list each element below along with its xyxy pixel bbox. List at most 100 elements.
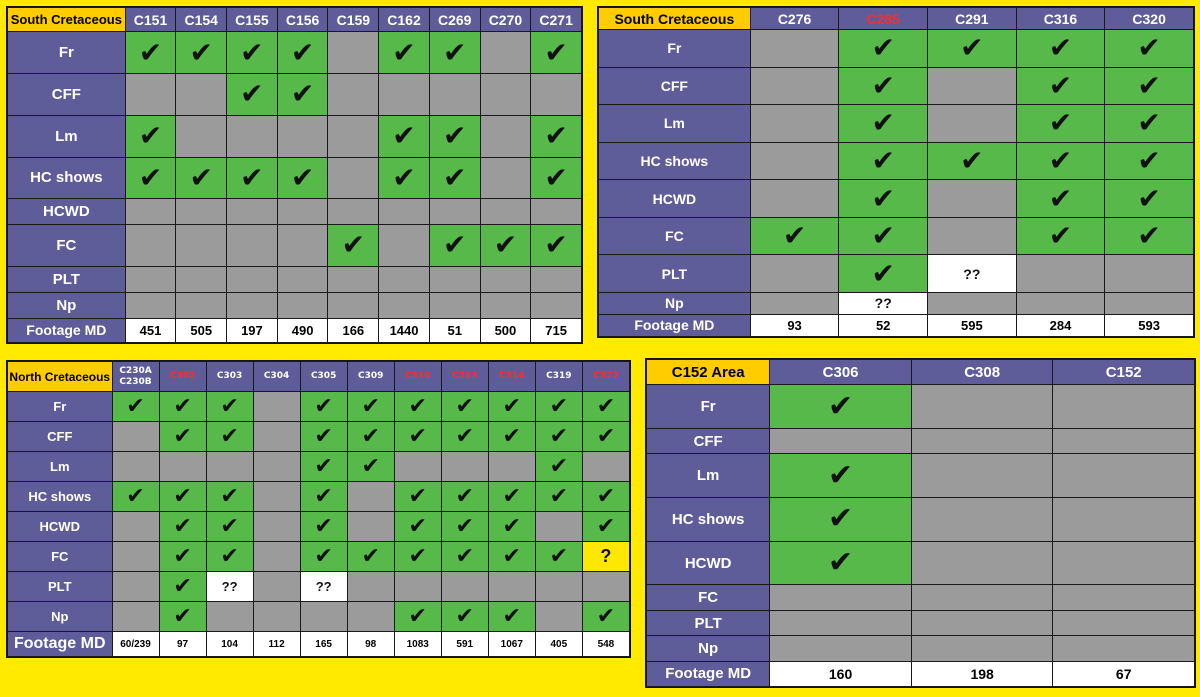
check-mark-icon: ✔ — [502, 513, 521, 539]
present-cell: ✔ — [1015, 104, 1106, 143]
row-label: CFF — [645, 428, 771, 455]
present-cell: ✔ — [440, 541, 489, 573]
present-cell: ✔ — [1104, 29, 1194, 68]
footage-value: 93 — [749, 313, 840, 338]
north-cretaceous-table: North Cretaceous C230A C230B C302 C303 C304 C… — [6, 360, 631, 658]
absent-cell — [487, 571, 536, 603]
well-column-header: C302 — [158, 360, 207, 393]
absent-cell — [910, 453, 1054, 499]
absent-cell — [428, 265, 481, 293]
row-label: Np — [7, 291, 126, 319]
absent-cell — [479, 265, 532, 293]
absent-cell — [252, 511, 301, 543]
check-mark-icon: ✔ — [502, 423, 521, 449]
absent-cell — [252, 451, 301, 483]
check-mark-icon: ✔ — [189, 35, 213, 69]
present-cell: ✔ — [1015, 141, 1106, 181]
present-cell: ✔ — [393, 421, 442, 453]
check-mark-icon: ✔ — [828, 501, 854, 537]
row-label: CFF — [7, 421, 113, 453]
present-cell: ✔ — [346, 421, 395, 453]
footage-value: 405 — [534, 631, 583, 657]
absent-cell — [111, 421, 160, 453]
present-cell: ✔ — [530, 224, 582, 267]
row-label: Np — [645, 635, 771, 662]
check-mark-icon: ✔ — [138, 119, 163, 153]
absent-cell — [124, 73, 177, 116]
check-mark-icon: ✔ — [314, 543, 333, 569]
absent-cell — [479, 73, 532, 116]
absent-cell — [1052, 384, 1195, 430]
check-mark-icon: ✔ — [361, 543, 380, 569]
well-column-header: C322 — [581, 360, 631, 393]
row-label: HCWD — [645, 540, 771, 586]
check-mark-icon: ✔ — [361, 423, 380, 449]
check-mark-icon: ✔ — [408, 603, 427, 629]
present-cell: ✔ — [205, 511, 254, 543]
present-cell: ✔ — [393, 481, 442, 513]
well-column-header: C230A C230B — [111, 360, 160, 393]
absent-cell — [124, 224, 177, 267]
well-column-header: C162 — [378, 6, 430, 33]
footage-value: 1440 — [378, 317, 430, 343]
table-row: HC shows ✔ ✔ ✔ ✔ ✔ ✔ ✔ — [7, 156, 582, 200]
present-cell: ✔ — [838, 179, 929, 218]
present-cell: ✔ — [1104, 66, 1194, 106]
row-label: HC shows — [645, 497, 771, 542]
table-title: South Cretaceous — [7, 6, 126, 33]
absent-cell — [769, 428, 912, 455]
present-cell: ✔ — [393, 601, 442, 633]
absent-cell — [276, 114, 329, 158]
present-cell: ✔ — [226, 156, 278, 200]
table-title: C152 Area — [645, 358, 771, 386]
absent-cell — [749, 29, 840, 68]
absent-cell — [487, 451, 536, 483]
check-mark-icon: ✔ — [596, 513, 616, 539]
present-cell: ✔ — [276, 156, 329, 200]
absent-cell — [327, 114, 380, 158]
check-mark-icon: ✔ — [549, 423, 569, 449]
row-label: HCWD — [598, 179, 751, 218]
check-mark-icon: ✔ — [455, 513, 474, 539]
row-label: HC shows — [7, 156, 126, 200]
present-cell: ✔ — [927, 141, 1017, 181]
present-cell: ✔ — [530, 114, 582, 158]
check-mark-icon: ✔ — [314, 453, 333, 479]
present-cell: ✔ — [581, 391, 631, 423]
check-mark-icon: ✔ — [544, 228, 568, 262]
present-cell: ✔ — [158, 421, 207, 453]
absent-cell — [252, 421, 301, 453]
check-mark-icon: ✔ — [828, 457, 854, 493]
footage-value: 197 — [226, 317, 278, 343]
check-mark-icon: ✔ — [596, 603, 616, 629]
unknown-cell: ?? — [927, 254, 1017, 293]
present-cell: ✔ — [158, 511, 207, 543]
table-row: PLT — [7, 265, 582, 293]
absent-cell — [252, 571, 301, 603]
present-cell: ✔ — [534, 421, 583, 453]
row-label: FC — [645, 584, 771, 611]
absent-cell — [226, 265, 278, 293]
south-cretaceous-table-1: South Cretaceous C151 C154 C155 C156 C159 C162… — [6, 6, 583, 344]
well-column-header: C316 — [1015, 6, 1106, 31]
present-cell: ✔ — [276, 31, 329, 75]
footage-value: 595 — [927, 313, 1017, 338]
check-mark-icon: ✔ — [442, 119, 467, 153]
check-mark-icon: ✔ — [361, 393, 380, 419]
check-mark-icon: ✔ — [455, 603, 474, 629]
absent-cell — [927, 66, 1017, 106]
footage-value: 284 — [1015, 313, 1106, 338]
absent-cell — [1052, 540, 1195, 586]
table-row: HC shows ✔ ✔ ✔ ✔ ✔ ✔ ✔ ✔ ✔ — [7, 481, 631, 513]
well-column-header: C305 — [299, 360, 348, 393]
present-cell: ✔ — [299, 391, 348, 423]
check-mark-icon: ✔ — [173, 423, 192, 449]
table-row: FC — [645, 584, 1195, 611]
check-mark-icon: ✔ — [1137, 68, 1161, 102]
row-label: CFF — [598, 66, 751, 106]
present-cell: ✔ — [769, 540, 912, 586]
present-cell: ✔ — [440, 601, 489, 633]
present-cell: ✔ — [299, 481, 348, 513]
footage-label: Footage MD — [645, 660, 771, 688]
footage-value: 160 — [769, 660, 912, 688]
